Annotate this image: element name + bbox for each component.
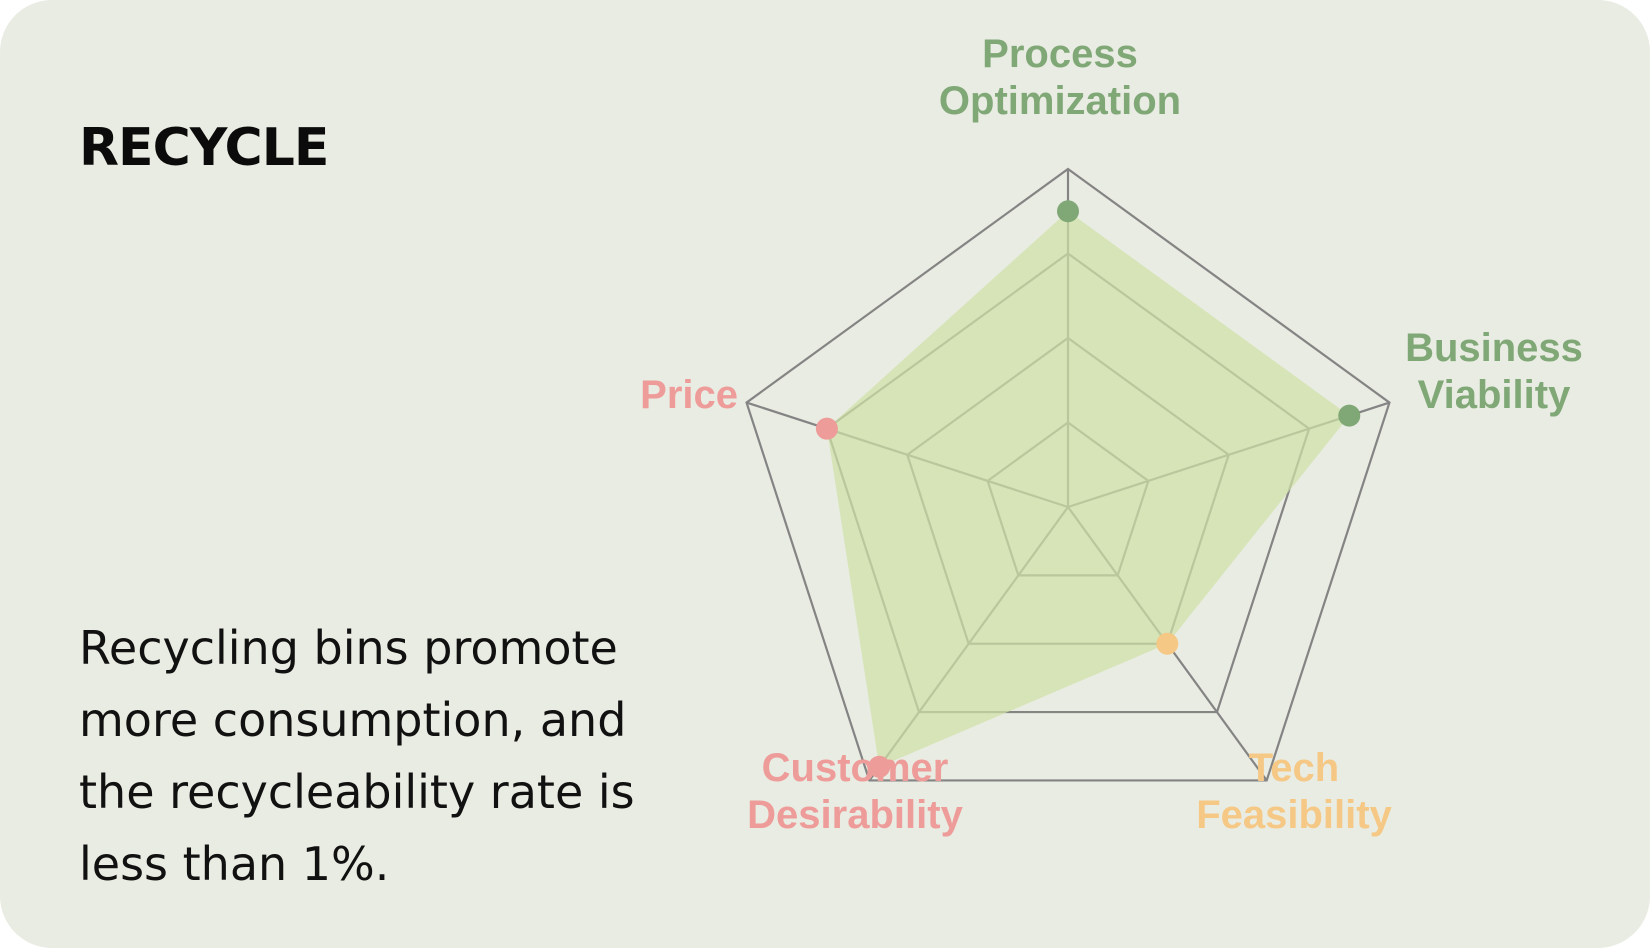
axis-label-line: Optimization xyxy=(939,79,1181,123)
axis-label-line: Customer xyxy=(762,746,949,790)
radar-area xyxy=(826,211,1350,767)
axis-label-3: Tech Feasibility xyxy=(1196,746,1392,837)
radar-point-4 xyxy=(868,755,891,778)
radar-point-2 xyxy=(1338,404,1361,427)
card-title: RECYCLE xyxy=(79,118,329,178)
axis-label-line: Business xyxy=(1405,326,1583,370)
radar-point-3 xyxy=(1156,632,1179,655)
radar-point-1 xyxy=(1057,200,1079,223)
axis-label-2: Business Viability xyxy=(1405,326,1583,417)
axis-label-line: Desirability xyxy=(747,793,963,837)
axis-label-line: Viability xyxy=(1418,373,1571,417)
radar-data-area xyxy=(826,211,1350,767)
radar-point-5 xyxy=(815,417,838,440)
axis-label-4: Customer Desirability xyxy=(747,746,963,837)
axis-label-line: Feasibility xyxy=(1196,793,1392,837)
card-description: Recycling bins promote more consumption,… xyxy=(79,621,635,891)
axis-label-line: Tech xyxy=(1249,746,1339,790)
axis-label-line: Process xyxy=(982,32,1138,76)
radar-axis-labels: Process Optimization Business Viability Tech… xyxy=(640,32,1583,837)
axis-label-5: Price xyxy=(640,373,738,417)
radar-ring-4 xyxy=(745,167,1391,782)
axis-label-1: Process Optimization xyxy=(939,32,1181,123)
axis-label-line: Price xyxy=(640,373,738,417)
radar-points xyxy=(815,200,1361,778)
